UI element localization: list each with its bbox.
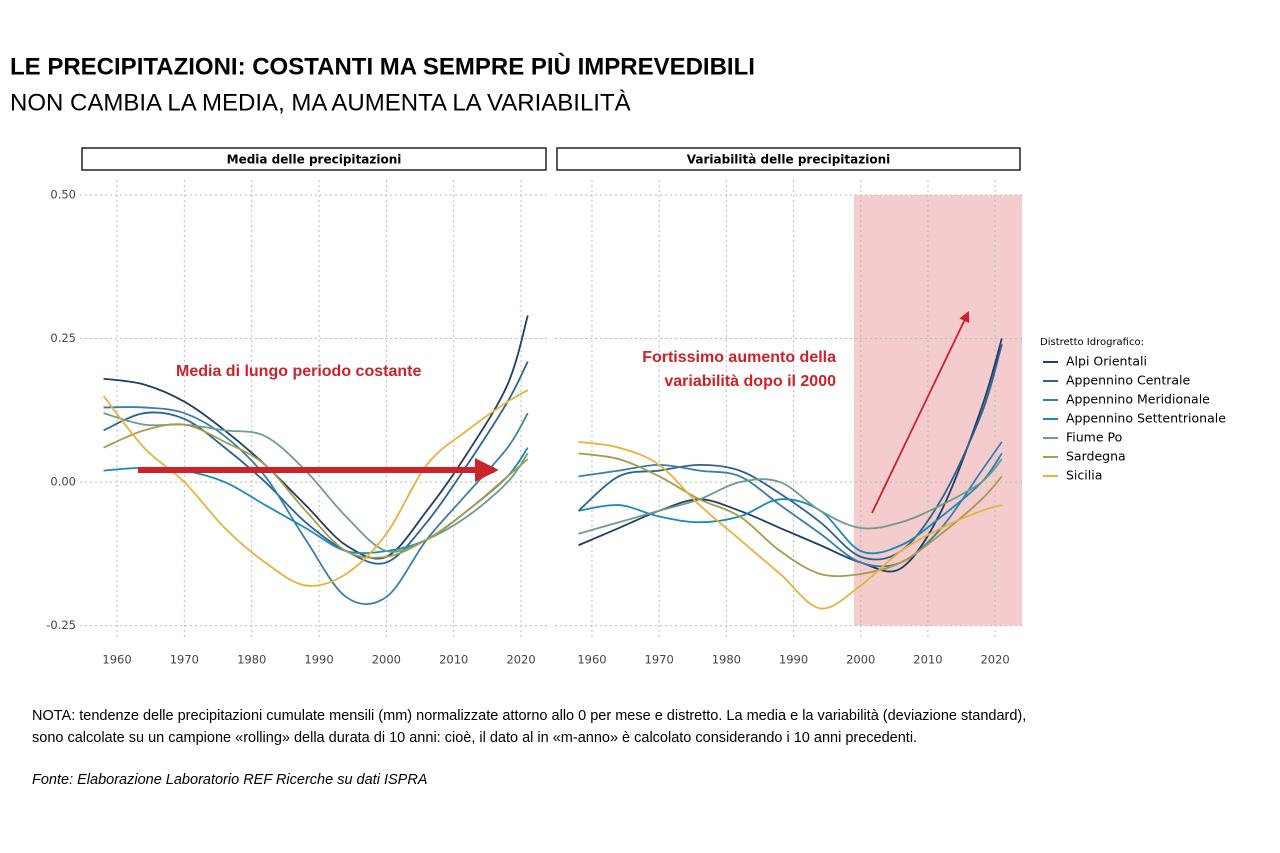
x-tick-label: 2020 (980, 653, 1009, 667)
note-line: sono calcolate su un campione «rolling» … (32, 730, 917, 746)
y-tick-label: 0.50 (50, 187, 76, 201)
series-line (578, 440, 1003, 610)
strip (556, 147, 1021, 171)
legend-label: Appennino Meridionale (1066, 392, 1210, 407)
legend-label: Appennino Centrale (1066, 373, 1190, 388)
y-tick-label: 0.25 (50, 331, 76, 345)
strip-label: Variabilità delle precipitazioni (687, 153, 890, 167)
legend-label: Fiume Po (1066, 430, 1122, 445)
shaded-region (854, 194, 1022, 626)
series-line (578, 441, 1003, 568)
title: LE PRECIPITAZIONI: COSTANTI MA SEMPRE PI… (10, 52, 755, 80)
x-tick-label: 1960 (102, 653, 131, 667)
panel: Variabilità delle precipitazioni 1960 1970… (555, 147, 1022, 667)
annotation: variabilità dopo il 2000 (664, 373, 836, 390)
series-line (578, 458, 1003, 535)
annotation: Media di lungo periodo costante (176, 363, 421, 380)
series-line (103, 447, 529, 555)
panels: Media delle precipitazioni -0.25 0.00 0.25 0… (46, 147, 1022, 667)
source: Fonte: Elaborazione Laboratorio REF Rice… (32, 772, 427, 788)
note-line: NOTA: tendenze delle precipitazioni cumu… (32, 708, 1026, 724)
legend: Distretto Idrografico: Alpi Orientali Appe… (1040, 337, 1226, 483)
series-line (103, 315, 529, 560)
strip-label: Media delle precipitazioni (227, 153, 402, 167)
x-tick-label: 1980 (712, 653, 741, 667)
series-line (577, 344, 1003, 561)
legend-label: Appennino Settentrionale (1066, 411, 1226, 426)
legend-label: Sicilia (1066, 468, 1102, 483)
x-tick-label: 1960 (577, 653, 606, 667)
x-tick-label: 1990 (779, 653, 808, 667)
legend-label: Sardegna (1066, 449, 1126, 464)
x-tick-label: 2000 (846, 653, 875, 667)
series-line (578, 452, 1003, 555)
legend-title: Distretto Idrografico: (1040, 337, 1144, 348)
x-tick-label: 2010 (439, 653, 468, 667)
x-tick-label: 2020 (506, 653, 535, 667)
x-tick-label: 2000 (372, 653, 401, 667)
series-line (103, 423, 529, 559)
x-tick-label: 1980 (237, 653, 266, 667)
x-tick-label: 1990 (304, 653, 333, 667)
panel: Media delle precipitazioni -0.25 0.00 0.25 0… (46, 147, 548, 667)
y-tick-label: 0.00 (50, 475, 76, 489)
y-tick-label: -0.25 (46, 618, 76, 632)
legend-label: Alpi Orientali (1066, 354, 1147, 369)
x-tick-label: 2010 (913, 653, 942, 667)
strip (81, 147, 547, 171)
annotations: Media di lungo periodo costante Fortissim… (138, 311, 970, 514)
series-line (102, 389, 529, 587)
series-line (103, 406, 529, 606)
series-line (578, 452, 1003, 578)
series-line (103, 361, 529, 565)
arrow (871, 311, 970, 514)
subtitle: NON CAMBIA LA MEDIA, MA AUMENTA LA VARIA… (10, 89, 631, 116)
annotation: Fortissimo aumento della (642, 349, 836, 366)
x-tick-label: 1970 (645, 653, 674, 667)
x-tick-label: 1970 (170, 653, 199, 667)
